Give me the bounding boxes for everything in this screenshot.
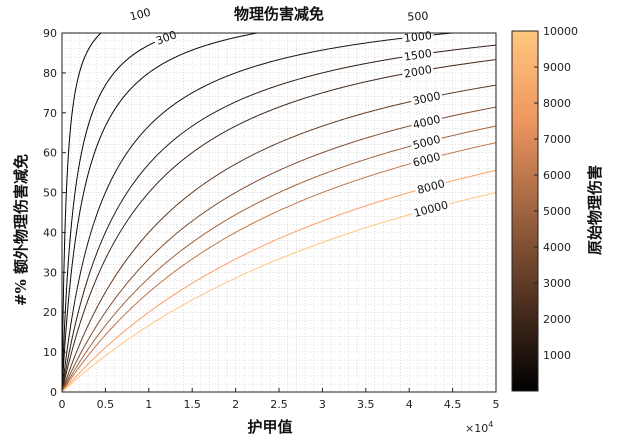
x-tick-label: 1.5 (183, 398, 201, 411)
colorbar-tick-label: 2000 (543, 313, 571, 326)
contour-label-text: 100 (128, 6, 152, 24)
contour-label-text: 3000 (412, 89, 442, 108)
contour-label-bg (410, 198, 451, 220)
x-tick-label: 0 (59, 398, 66, 411)
contour-label-bg (405, 9, 431, 23)
contour-label-2000: 2000 (401, 62, 435, 81)
contour-label-1500: 1500 (401, 46, 435, 64)
x-tick-label: 1 (145, 398, 152, 411)
y-tick-label: 70 (43, 107, 57, 120)
x-tick-label: 2.5 (270, 398, 288, 411)
x-axis-label: 护甲值 (247, 418, 292, 436)
contour-label-500: 500 (405, 9, 431, 24)
x-axis-ticks: 0 0.5 1 1.5 2 2.5 3 3.5 4 4.5 5 (59, 388, 500, 411)
y-tick-label: 0 (50, 386, 57, 399)
contour-label-100: 100 (126, 5, 154, 24)
x-tick-label: 4.5 (444, 398, 462, 411)
y-axis-ticks: 0 10 20 30 40 50 60 70 80 90 (43, 27, 66, 399)
contour-label-bg (152, 27, 180, 48)
contour-label-bg (409, 132, 444, 152)
contour-label-bg (126, 5, 154, 23)
y-tick-label: 60 (43, 147, 57, 160)
contour-labels: 1003005001000150020003000400050006000800… (126, 5, 451, 220)
colorbar-tick-label: 6000 (543, 169, 571, 182)
colorbar-tick-label: 8000 (543, 97, 571, 110)
x-tick-label: 3.5 (357, 398, 375, 411)
colorbar-tick-label: 10000 (543, 25, 578, 38)
x-tick-label: 5 (493, 398, 500, 411)
x-tick-label: 2 (232, 398, 239, 411)
colorbar-tick-label: 7000 (543, 133, 571, 146)
series-line-300 (62, 33, 181, 392)
contour-label-text: 4000 (412, 113, 442, 132)
x-tick-label: 0.5 (97, 398, 115, 411)
contour-label-4000: 4000 (409, 112, 444, 132)
y-tick-label: 50 (43, 187, 57, 200)
chart-title: 物理伤害减免 (234, 5, 324, 23)
x-tick-label: 4 (406, 398, 413, 411)
y-tick-label: 90 (43, 27, 57, 40)
colorbar-tick-label: 3000 (543, 277, 571, 290)
grid (61, 32, 497, 393)
colorbar-tick-label: 1000 (543, 349, 571, 362)
contour-label-bg (410, 88, 444, 108)
y-tick-label: 30 (43, 266, 57, 279)
contour-label-bg (401, 62, 435, 80)
y-tick-label: 40 (43, 226, 57, 239)
colorbar-tick-label: 9000 (543, 61, 571, 74)
y-tick-label: 80 (43, 67, 57, 80)
contour-label-bg (401, 46, 435, 63)
colorbar (511, 30, 539, 392)
y-axis-label: #% 额外物理伤害减免 (12, 154, 30, 306)
contour-label-text: 500 (407, 9, 429, 23)
y-tick-label: 20 (43, 306, 57, 319)
y-tick-label: 10 (43, 346, 57, 359)
contour-label-bg (409, 112, 444, 132)
x-tick-label: 3 (319, 398, 326, 411)
contour-label-text: 1500 (403, 47, 433, 64)
contour-label-bg (414, 176, 448, 197)
contour-label-text: 2000 (403, 63, 433, 81)
colorbar-label: 原始物理伤害 (586, 165, 604, 255)
colorbar-tick-label: 5000 (543, 205, 571, 218)
series-line-500 (62, 33, 261, 392)
colorbar-tick-label: 4000 (543, 241, 571, 254)
contour-label-bg (409, 149, 444, 170)
colorbar-ticks: 1000 2000 3000 4000 5000 6000 7000 8000 9000 1000… (534, 25, 578, 362)
contour-label-3000: 3000 (410, 88, 444, 108)
x-exponent-label: ×104 (465, 420, 493, 435)
